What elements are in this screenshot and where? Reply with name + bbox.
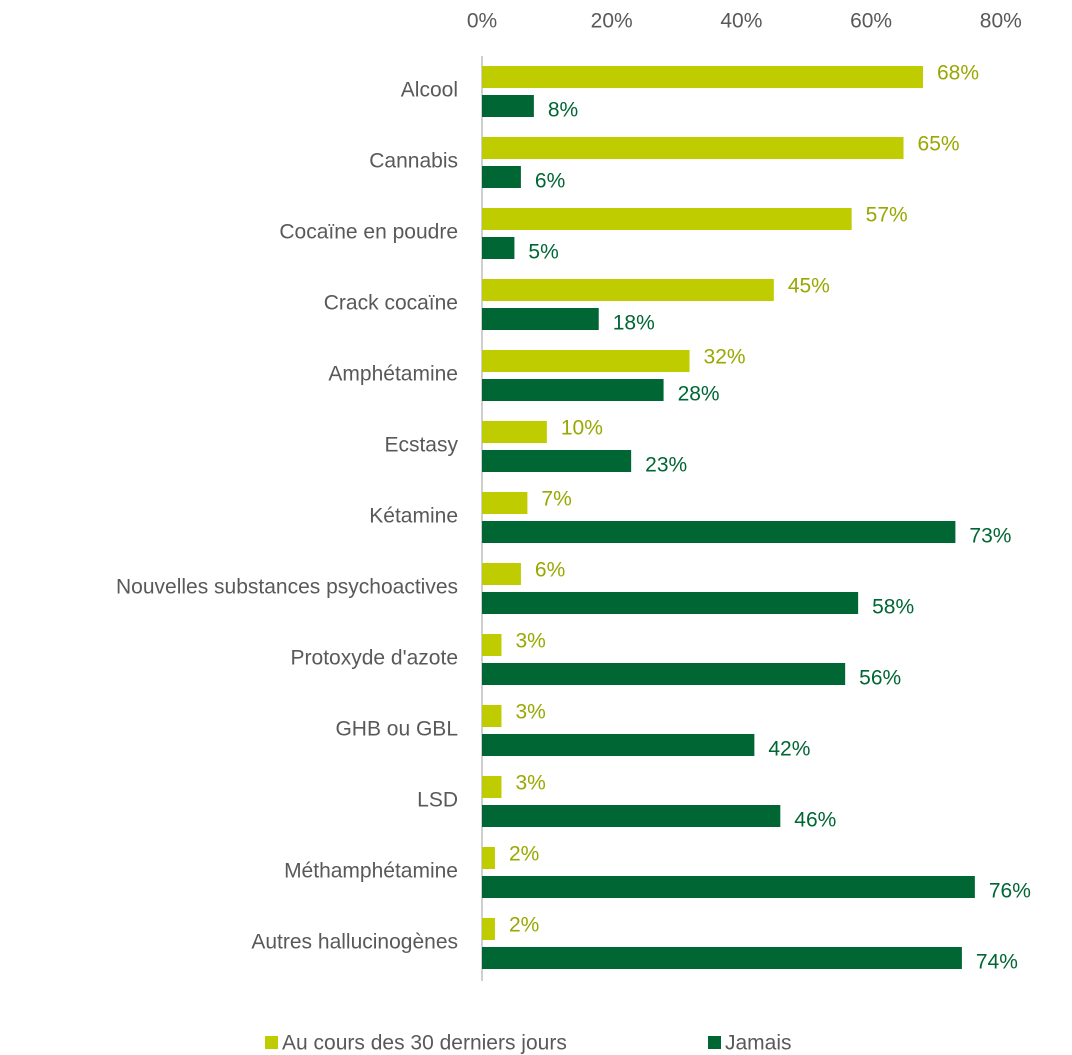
value-label: 3% [515,772,545,795]
bar [482,492,528,514]
x-tick-label: 60% [850,10,892,33]
legend-swatch [265,1036,278,1049]
category-label: Amphétamine [328,363,458,386]
legend-swatch [708,1036,721,1049]
bar [482,705,502,727]
bar [482,947,962,969]
value-label: 42% [768,738,810,761]
bar [482,421,547,443]
value-label: 46% [794,809,836,832]
category-label: Nouvelles substances psychoactives [116,576,458,599]
value-label: 6% [535,559,565,582]
value-label: 2% [509,914,539,937]
bar [482,663,846,685]
bar [482,847,495,869]
value-label: 57% [866,204,908,227]
bar [482,279,774,301]
bar [482,734,755,756]
x-tick-label: 80% [980,10,1022,33]
value-label: 73% [969,525,1011,548]
bar [482,137,904,159]
category-label: GHB ou GBL [335,718,458,741]
value-label: 28% [678,383,720,406]
x-tick-label: 40% [720,10,762,33]
bar [482,450,632,472]
bar [482,166,521,188]
category-label: Cannabis [369,150,458,173]
bar [482,563,521,585]
value-label: 32% [704,346,746,369]
value-label: 3% [515,701,545,724]
category-label: Alcool [401,79,458,102]
bar [482,776,502,798]
value-label: 6% [535,170,565,193]
legend-label: Au cours des 30 derniers jours [282,1032,567,1055]
value-label: 23% [645,454,687,477]
value-label: 58% [872,596,914,619]
value-label: 74% [976,951,1018,974]
value-label: 7% [541,488,571,511]
value-label: 3% [515,630,545,653]
value-label: 65% [918,133,960,156]
category-label: Autres hallucinogènes [251,931,458,954]
category-label: Cocaïne en poudre [279,221,458,244]
bar [482,634,502,656]
bar [482,379,664,401]
bar [482,521,956,543]
bar [482,876,975,898]
value-label: 56% [859,667,901,690]
value-label: 76% [989,880,1031,903]
category-label: Crack cocaïne [324,292,458,315]
value-label: 2% [509,843,539,866]
bar [482,350,690,372]
category-label: Protoxyde d'azote [291,647,458,670]
bar [482,308,599,330]
bar [482,592,859,614]
bar [482,66,923,88]
bar [482,805,781,827]
value-label: 18% [613,312,655,335]
value-label: 8% [548,99,578,122]
bar [482,237,515,259]
x-tick-label: 0% [467,10,497,33]
value-label: 68% [937,62,979,85]
value-label: 45% [788,275,830,298]
bar [482,918,495,940]
category-label: Kétamine [369,505,458,528]
bar [482,208,852,230]
value-label: 5% [528,241,558,264]
value-label: 10% [561,417,603,440]
bar [482,95,534,117]
legend-label: Jamais [725,1032,792,1055]
category-label: LSD [417,789,458,812]
category-label: Méthamphétamine [284,860,458,883]
x-tick-label: 20% [591,10,633,33]
category-label: Ecstasy [384,434,458,457]
